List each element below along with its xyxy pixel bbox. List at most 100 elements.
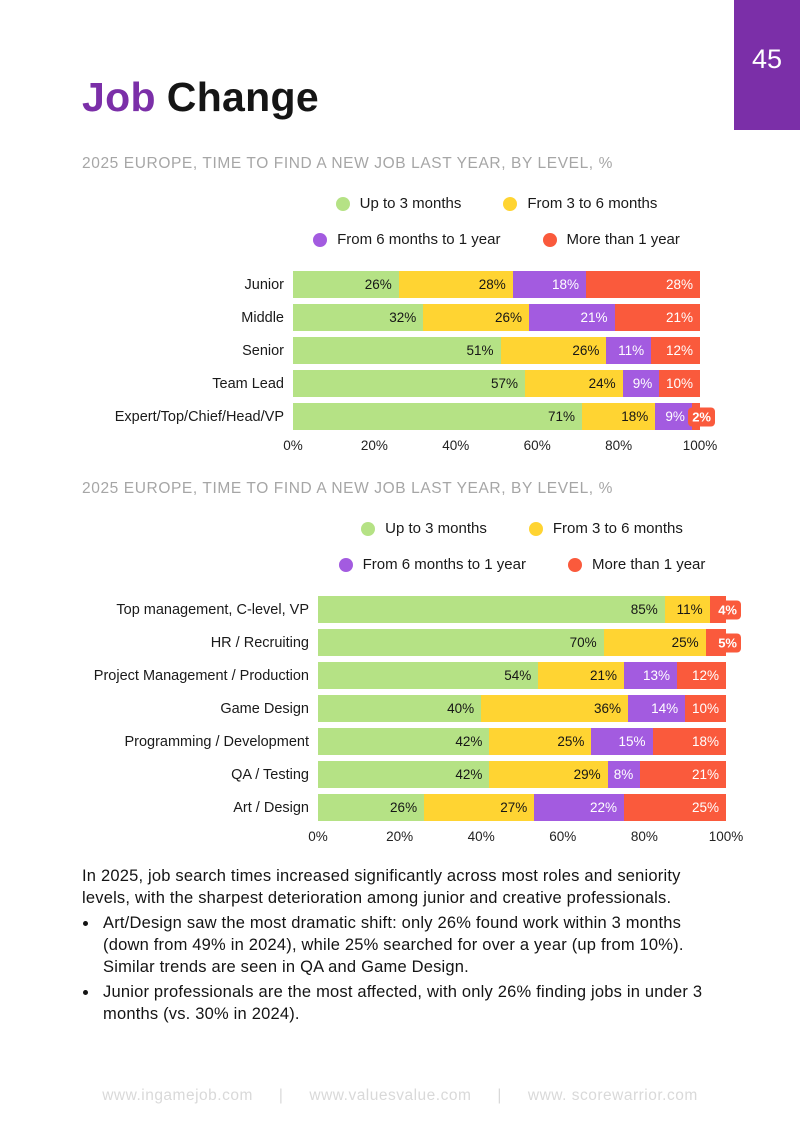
- footer-link[interactable]: www.valuesvalue.com: [309, 1087, 472, 1104]
- axis-track: 0% 20% 40% 60% 80% 100%: [283, 438, 717, 456]
- bar-value-label: 9%: [665, 409, 685, 424]
- analysis-bullet: Junior professionals are the most affect…: [99, 981, 722, 1025]
- bar-segment: 10%: [659, 370, 700, 397]
- bar-segment: 85%: [318, 596, 665, 623]
- bar-track: 51% 26% 11% 12%: [293, 337, 700, 364]
- category-label: HR / Recruiting: [210, 634, 309, 651]
- bar-value-label: 18%: [691, 734, 719, 749]
- x-axis: 0% 20% 40% 60% 80% 100%: [0, 438, 717, 456]
- bar-segment: 13%: [623, 662, 678, 689]
- legend-item: From 6 months to 1 year: [313, 231, 501, 248]
- legend-item: From 6 months to 1 year: [338, 556, 526, 573]
- bar-value-label: 11%: [676, 602, 703, 617]
- x-tick: 40%: [467, 829, 495, 844]
- bar-value-badge: 5%: [714, 633, 741, 652]
- chart-row: Middle 32% 26% 21% 21%: [0, 301, 700, 334]
- bar-segment: 51%: [293, 337, 501, 364]
- bar-track: 71% 18% 9% 2%: [293, 403, 715, 430]
- bar-value-label: 54%: [504, 668, 532, 683]
- bar-segment: 11%: [664, 596, 710, 623]
- category-label: QA / Testing: [231, 766, 309, 783]
- bar-track: 70% 25% 5%: [318, 629, 741, 656]
- bar-segment: 36%: [481, 695, 629, 722]
- bar-value-label: 18%: [621, 409, 649, 424]
- category-label: Team Lead: [212, 375, 284, 392]
- bar-segment: 71%: [293, 403, 582, 430]
- bar-segment: 32%: [293, 304, 424, 331]
- legend-dot: [568, 557, 582, 572]
- bar-value-label: 26%: [495, 310, 523, 325]
- bar-track: 54% 21% 13% 12%: [318, 662, 726, 689]
- chart-row: QA / Testing 42% 29% 8% 21%: [0, 758, 726, 791]
- x-tick: 100%: [708, 829, 744, 844]
- bar-track: 26% 28% 18% 28%: [293, 271, 700, 298]
- chart-row: Senior 51% 26% 11% 12%: [0, 334, 700, 367]
- bar-value-label: 9%: [632, 376, 653, 391]
- chart-row: HR / Recruiting 70% 25% 5%: [0, 626, 741, 659]
- analysis-text: In 2025, job search times increased sign…: [82, 865, 722, 1025]
- bar-segment: 26%: [318, 794, 425, 821]
- bar-value-label: 40%: [447, 701, 475, 716]
- bar-segment: 24%: [524, 370, 623, 397]
- category-label: Expert/Top/Chief/Head/VP: [114, 408, 284, 425]
- legend-item: More than 1 year: [568, 556, 705, 573]
- legend-row: Up to 3 months From 3 to 6 months: [361, 520, 683, 537]
- legend-item: Up to 3 months: [335, 195, 461, 212]
- bar-segment: 21%: [640, 761, 726, 788]
- bar-value-label: 32%: [389, 310, 417, 325]
- legend-row: Up to 3 months From 3 to 6 months: [335, 195, 657, 212]
- page-title: Job Change: [0, 0, 800, 121]
- footer-link[interactable]: www.ingamejob.com: [102, 1087, 253, 1104]
- chart-legend: Up to 3 months From 3 to 6 months From 6 m…: [293, 195, 700, 248]
- chart-row: Game Design 40% 36% 14% 10%: [0, 692, 726, 725]
- bar-value-label: 24%: [588, 376, 616, 391]
- bar-value-label: 12%: [665, 343, 693, 358]
- legend-dot: [361, 521, 376, 536]
- page-number-badge: 45: [734, 0, 800, 130]
- bar-segment: 25%: [603, 629, 706, 656]
- category-label: Senior: [242, 342, 284, 359]
- bar-segment: 18%: [512, 271, 587, 298]
- legend-dot: [503, 196, 518, 211]
- bar-value-label: 21%: [580, 310, 608, 325]
- bar-segment: 9%: [622, 370, 660, 397]
- category-label: Game Design: [220, 700, 309, 717]
- analysis-bullet-list: Art/Design saw the most dramatic shift: …: [82, 912, 722, 1025]
- legend-item: From 3 to 6 months: [503, 195, 657, 212]
- bar-segment: 28%: [586, 271, 700, 298]
- category-label: Junior: [244, 276, 285, 293]
- bar-value-label: 25%: [691, 800, 719, 815]
- bar-value-label: 51%: [466, 343, 494, 358]
- legend-label: From 3 to 6 months: [552, 520, 683, 537]
- bar-segment: 28%: [398, 271, 513, 298]
- chart-title: 2025 EUROPE, TIME TO FIND A NEW JOB LAST…: [82, 480, 613, 497]
- bar-value-label: 42%: [455, 767, 483, 782]
- bar-segment: 25%: [623, 794, 726, 821]
- bar-value-label: 10%: [665, 376, 693, 391]
- chart-row: Expert/Top/Chief/Head/VP 71% 18% 9% 2%: [0, 400, 715, 433]
- bar-track: 42% 25% 15% 18%: [318, 728, 726, 755]
- bar-value-label: 18%: [551, 277, 580, 292]
- footer-link[interactable]: www. scorewarrior.com: [527, 1087, 698, 1104]
- chart-row: Junior 26% 28% 18% 28%: [0, 268, 700, 301]
- bar-value-label: 22%: [589, 800, 617, 815]
- bar-segment: 29%: [489, 761, 608, 788]
- chart-rows: Junior 26% 28% 18% 28% Middle 32% 26% 21% 21% Seni…: [0, 268, 715, 433]
- bar-value-label: 25%: [671, 635, 699, 650]
- bar-track: 26% 27% 22% 25%: [318, 794, 726, 821]
- bar-value-label: 71%: [547, 409, 575, 424]
- legend-item: Up to 3 months: [361, 520, 487, 537]
- category-label: Art / Design: [233, 799, 309, 816]
- bar-segment: 25%: [489, 728, 592, 755]
- bar-value-label: 15%: [618, 734, 646, 749]
- bar-segment: 14%: [628, 695, 686, 722]
- footer-links: www.ingamejob.com | www.valuesvalue.com | ww…: [0, 1087, 800, 1105]
- axis-track: 0% 20% 40% 60% 80% 100%: [308, 829, 743, 847]
- bar-segment: 12%: [651, 337, 700, 364]
- bar-segment: 26%: [423, 304, 530, 331]
- bar-track: 85% 11% 4%: [318, 596, 741, 623]
- bar-segment: 54%: [318, 662, 539, 689]
- bar-value-label: 85%: [630, 602, 658, 617]
- chart-row: Team Lead 57% 24% 9% 10%: [0, 367, 700, 400]
